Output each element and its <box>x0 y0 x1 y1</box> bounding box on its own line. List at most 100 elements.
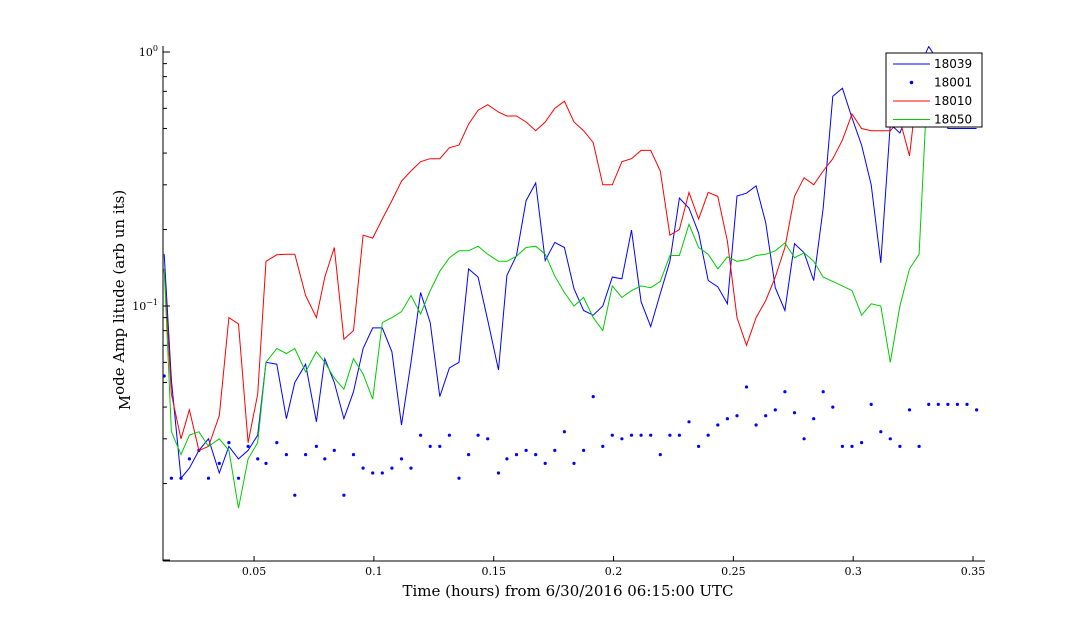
y-tick-label: 100 <box>139 44 158 59</box>
data-point <box>428 444 432 448</box>
data-point <box>163 374 166 378</box>
data-point <box>697 444 701 448</box>
data-point <box>543 461 547 465</box>
legend-item-18001: 18001 <box>909 76 972 90</box>
data-point <box>351 453 356 457</box>
data-point <box>264 461 268 465</box>
data-point <box>677 433 682 437</box>
x-tick-label: 0.3 <box>844 565 862 578</box>
data-point <box>955 402 960 406</box>
y-tick-label: 10−1 <box>132 298 158 313</box>
data-point <box>342 493 346 497</box>
data-point <box>629 433 634 437</box>
data-point <box>936 402 940 406</box>
series-18039 <box>163 46 977 480</box>
data-point <box>293 493 297 497</box>
y-tick-base: 10 <box>139 46 153 59</box>
data-point <box>965 402 969 406</box>
data-point <box>467 453 471 457</box>
data-point <box>917 444 921 448</box>
data-point <box>246 444 250 448</box>
data-point <box>888 437 892 441</box>
series-18010 <box>163 69 977 452</box>
y-axis-label-group: Mode Amp litude (arb un its) <box>110 190 134 410</box>
data-point <box>206 476 211 480</box>
series-line-18050 <box>163 57 977 509</box>
data-point <box>850 444 854 448</box>
x-tick-label: 0.15 <box>481 565 506 578</box>
data-point <box>447 433 451 437</box>
data-point <box>304 453 308 457</box>
data-point <box>831 405 835 409</box>
data-point <box>323 457 327 461</box>
data-point <box>534 453 538 457</box>
series-18050 <box>163 57 977 509</box>
data-point <box>754 423 758 427</box>
legend-label: 18001 <box>934 76 972 90</box>
y-axis-label-body: ode Amp litude (arb un its) <box>110 190 128 395</box>
data-point <box>898 444 902 448</box>
data-point <box>591 395 595 399</box>
data-point <box>187 457 191 461</box>
data-point <box>275 441 279 445</box>
data-point <box>256 457 260 461</box>
data-point <box>514 453 519 457</box>
data-point <box>735 414 739 418</box>
data-point <box>438 444 442 448</box>
data-point <box>716 423 720 427</box>
series-layer <box>163 46 979 509</box>
data-point <box>332 448 336 452</box>
data-point <box>390 466 394 470</box>
data-point <box>236 476 241 480</box>
data-point <box>840 444 845 448</box>
legend-box <box>885 52 983 128</box>
data-point <box>706 433 710 437</box>
data-point <box>764 414 768 418</box>
data-point <box>553 448 557 452</box>
data-point <box>409 466 413 470</box>
series-18001 <box>163 374 979 497</box>
data-point <box>687 420 691 424</box>
series-line-18010 <box>163 69 977 452</box>
data-point <box>668 433 672 437</box>
x-tick-label: 0.1 <box>365 565 383 578</box>
legend-item-18039: 18039 <box>893 57 972 71</box>
x-tick-label: 0.25 <box>721 565 746 578</box>
y-tick-base: 10 <box>132 300 146 313</box>
legend-item-18010: 18010 <box>893 94 972 108</box>
data-point <box>227 441 231 445</box>
data-point <box>658 453 662 457</box>
legend-swatch-marker <box>909 80 914 85</box>
data-point <box>869 402 873 406</box>
data-point <box>399 457 404 461</box>
x-tick-label: 0.35 <box>961 565 986 578</box>
data-point <box>812 417 816 421</box>
data-point <box>179 476 183 480</box>
legend-label: 18010 <box>934 94 972 108</box>
data-point <box>907 408 912 412</box>
data-point <box>610 433 614 437</box>
series-line-18039 <box>163 46 977 480</box>
data-point <box>217 461 221 465</box>
data-point <box>802 437 806 441</box>
data-point <box>639 433 643 437</box>
data-point <box>371 471 375 475</box>
y-tick-exponent: 0 <box>153 44 158 53</box>
data-point <box>380 471 384 475</box>
x-ticks: 0.05 0.1 0.15 0.2 0.25 0.3 0.35 <box>242 556 985 578</box>
data-point <box>773 408 777 412</box>
x-axis-label: Time (hours) from 6/30/2016 06:15:00 UTC <box>402 582 733 600</box>
y-tick-exponent: −1 <box>146 298 158 307</box>
data-point <box>562 430 567 434</box>
legend-item-18050: 18050 <box>893 113 972 127</box>
x-tick-label: 0.05 <box>242 565 267 578</box>
data-point <box>975 408 979 412</box>
data-point <box>792 411 797 415</box>
axes <box>162 46 985 562</box>
data-point <box>361 466 365 470</box>
data-point <box>524 448 528 452</box>
legend-label: 18039 <box>934 57 972 71</box>
data-point <box>169 476 173 480</box>
